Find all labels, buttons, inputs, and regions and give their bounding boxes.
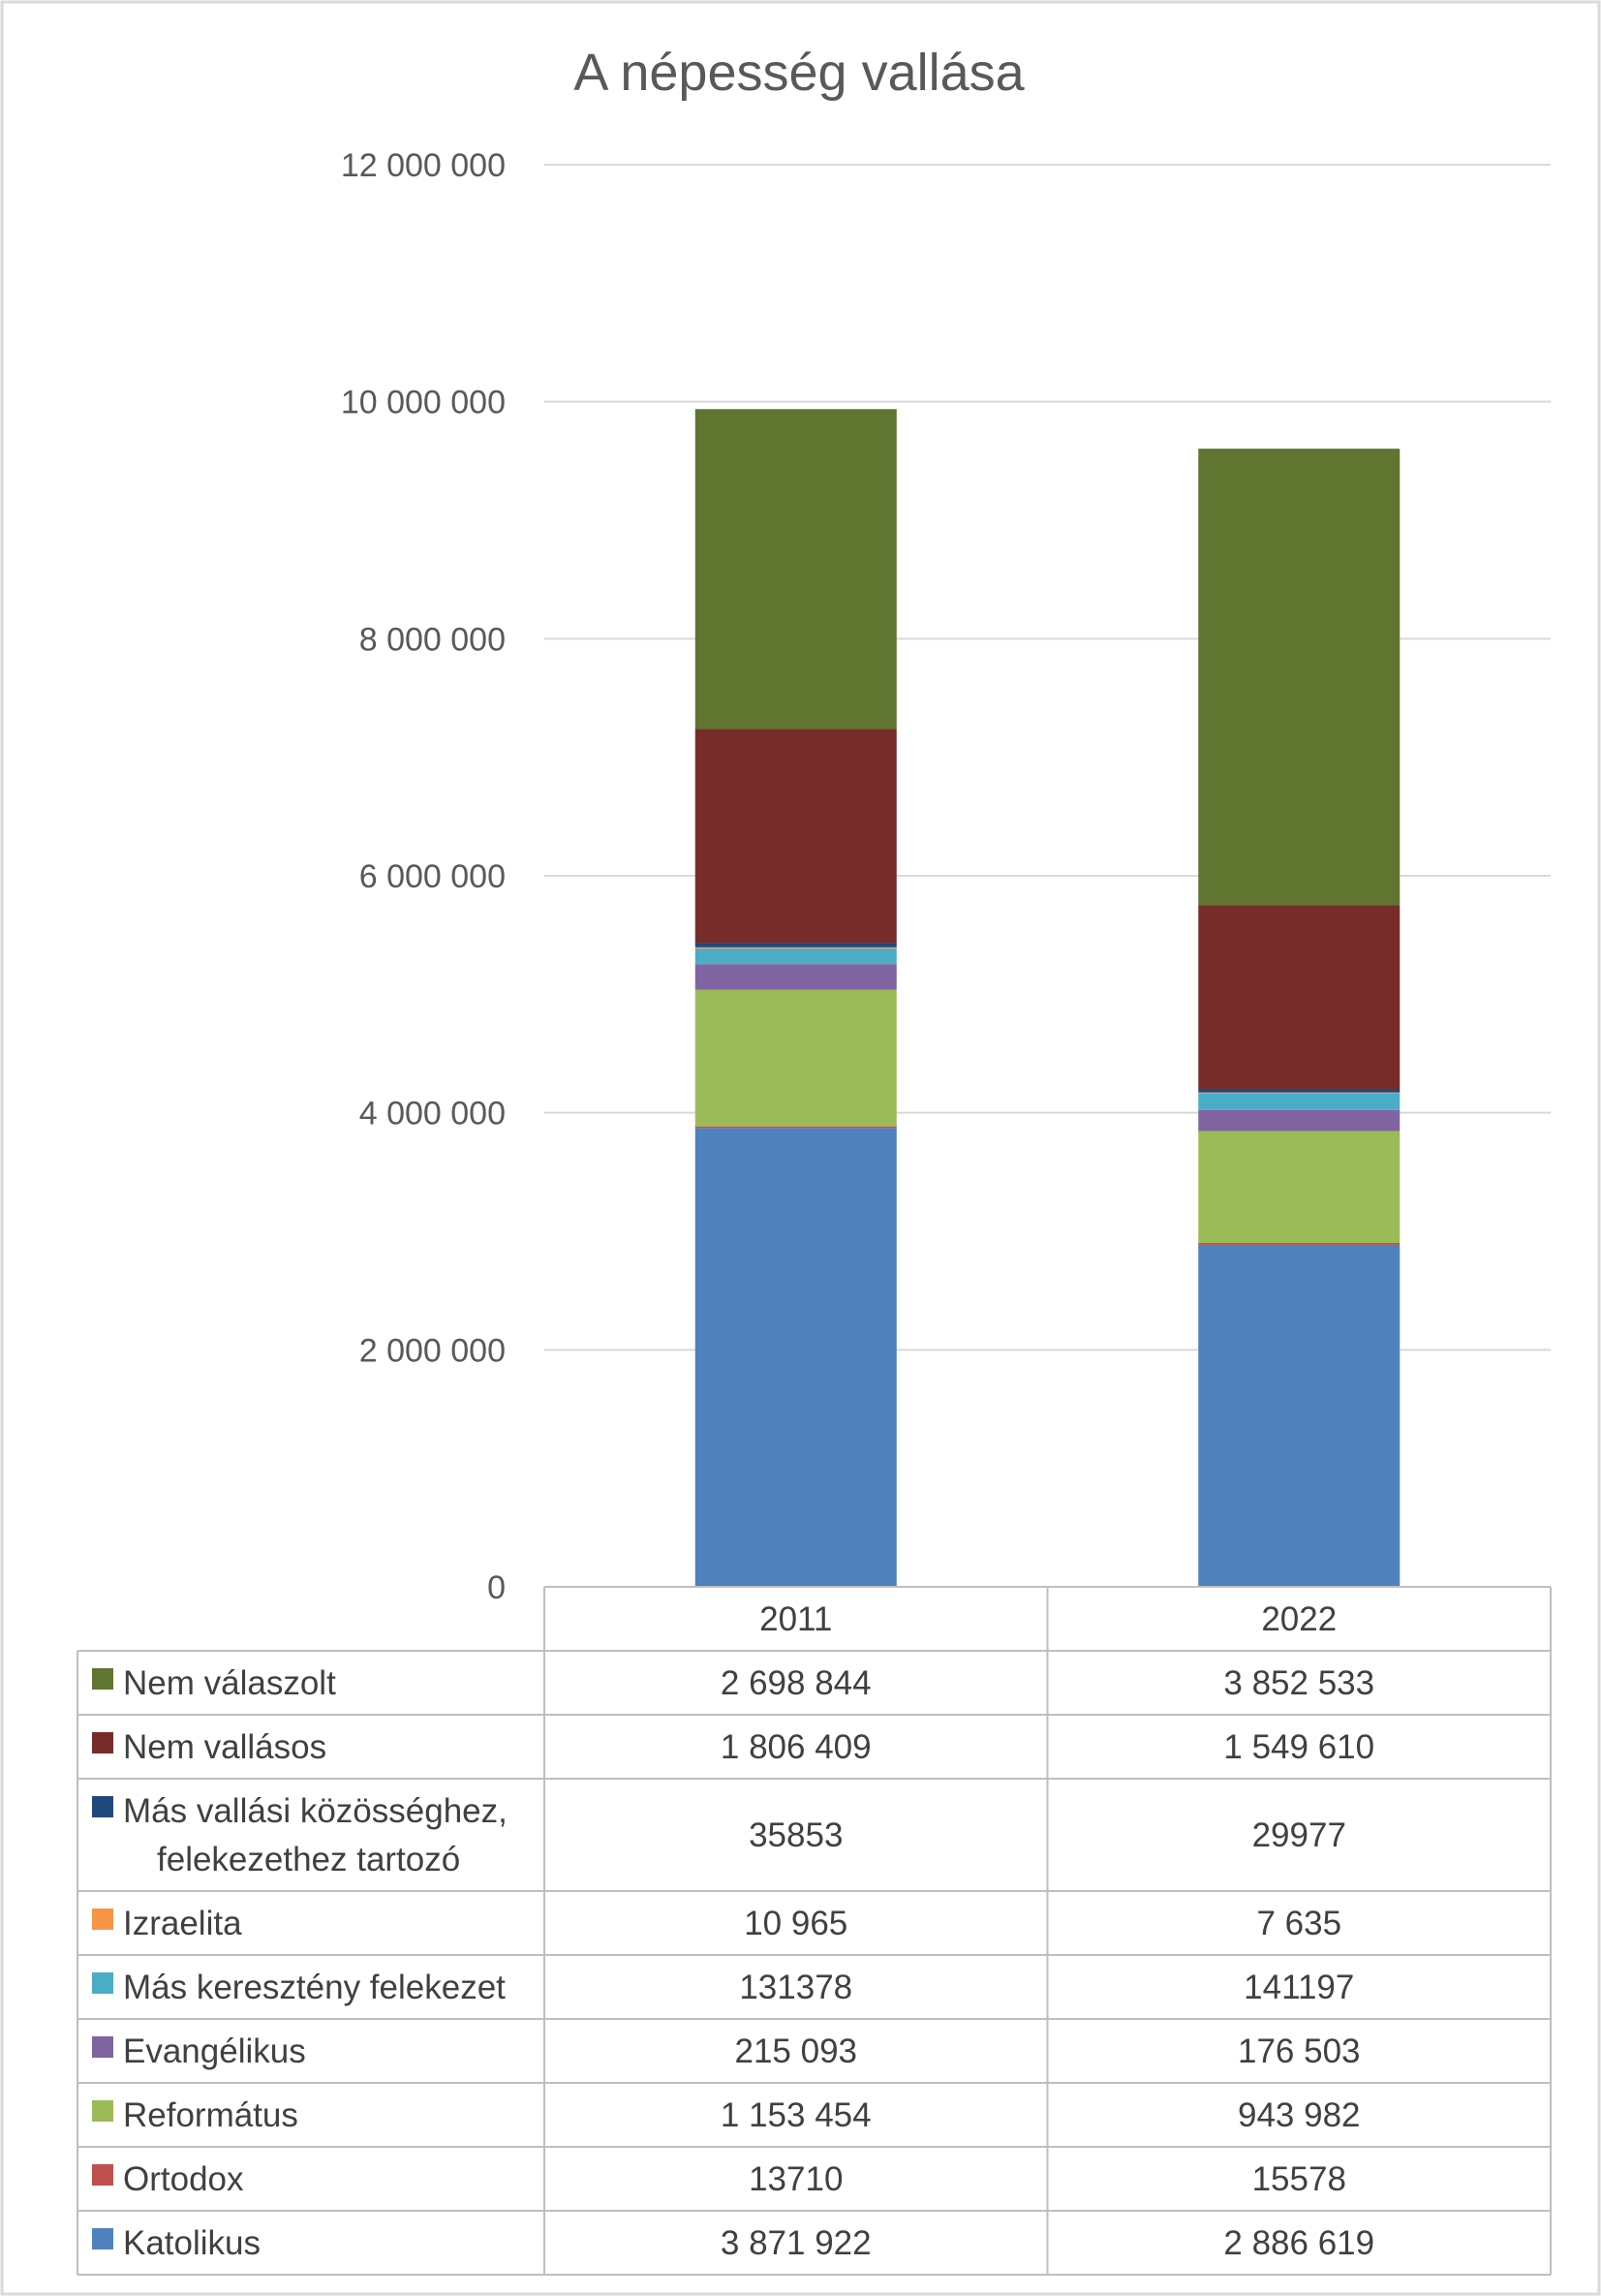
legend-swatch <box>92 2036 113 2058</box>
y-tick-label: 12 000 000 <box>341 147 506 184</box>
bar-segment <box>1198 1093 1401 1110</box>
y-tick-label: 4 000 000 <box>359 1096 506 1132</box>
bar-segment <box>1198 1244 1401 1587</box>
bar-segment <box>694 729 897 944</box>
chart-title: A népesség vallása <box>573 44 1025 102</box>
legend-entry: Más keresztény felekezet <box>123 1969 506 2006</box>
y-tick-label: 10 000 000 <box>341 385 506 421</box>
data-label: 176 503 <box>1238 2032 1361 2070</box>
bar-segment <box>1198 1242 1401 1245</box>
bar-segment <box>694 1128 897 1587</box>
legend-entry: Református <box>123 2096 298 2134</box>
legend-swatch <box>92 1796 113 1817</box>
bar-segment <box>694 1126 897 1129</box>
legend-entry: felekezethez tartozó <box>157 1841 460 1878</box>
legend-entry: Ortodox <box>123 2160 244 2198</box>
bar-segment <box>1198 905 1401 1090</box>
bar-segment <box>1198 1092 1401 1094</box>
data-label: 215 093 <box>734 2032 857 2070</box>
data-label: 10 965 <box>744 1905 847 1942</box>
data-label: 15578 <box>1252 2160 1346 2198</box>
bar-segment <box>694 946 897 949</box>
y-tick-label: 6 000 000 <box>359 858 506 895</box>
bar-segment <box>1198 1131 1401 1243</box>
legend-swatch <box>92 2100 113 2122</box>
legend-entry: Evangélikus <box>123 2032 306 2070</box>
x-tick-label: 2011 <box>759 1600 832 1638</box>
legend-entry: Nem vallásos <box>123 1728 326 1766</box>
data-label: 7 635 <box>1256 1905 1341 1942</box>
y-tick-label: 2 000 000 <box>359 1332 506 1369</box>
x-tick-label: 2022 <box>1261 1600 1337 1638</box>
legend-entry: Katolikus <box>123 2224 261 2262</box>
legend-swatch <box>92 2228 113 2249</box>
data-label: 1 153 454 <box>721 2096 872 2134</box>
bar-segment <box>694 948 897 965</box>
data-label: 35853 <box>749 1816 843 1854</box>
y-tick-label: 8 000 000 <box>359 621 506 658</box>
legend-entry: Más vallási közösséghez, <box>123 1792 508 1830</box>
data-label: 131378 <box>739 1969 852 2006</box>
legend-swatch <box>92 2164 113 2186</box>
bar-segment <box>694 989 897 1127</box>
bar-segment <box>1198 449 1401 906</box>
legend-swatch <box>92 1972 113 1994</box>
legend-swatch <box>92 1732 113 1753</box>
data-label: 13710 <box>749 2160 843 2198</box>
y-tick-label: 0 <box>487 1569 506 1606</box>
data-label: 29977 <box>1252 1816 1346 1854</box>
data-label: 1 806 409 <box>721 1728 872 1766</box>
data-label: 141197 <box>1244 1969 1354 2006</box>
bar-segment <box>694 964 897 990</box>
data-label: 3 871 922 <box>721 2224 872 2262</box>
data-label: 1 549 610 <box>1223 1728 1374 1766</box>
bar-segment <box>1198 1109 1401 1132</box>
bar-segment <box>694 409 897 729</box>
data-label: 2 698 844 <box>721 1664 872 1702</box>
data-label: 943 982 <box>1238 2096 1361 2134</box>
legend-entry: Izraelita <box>123 1905 242 1942</box>
legend-swatch <box>92 1668 113 1690</box>
data-label: 3 852 533 <box>1223 1664 1374 1702</box>
bar-segment <box>694 943 897 947</box>
legend-swatch <box>92 1908 113 1930</box>
bar-segment <box>1198 1089 1401 1093</box>
data-label: 2 886 619 <box>1223 2224 1374 2262</box>
legend-entry: Nem válaszolt <box>123 1664 336 1702</box>
